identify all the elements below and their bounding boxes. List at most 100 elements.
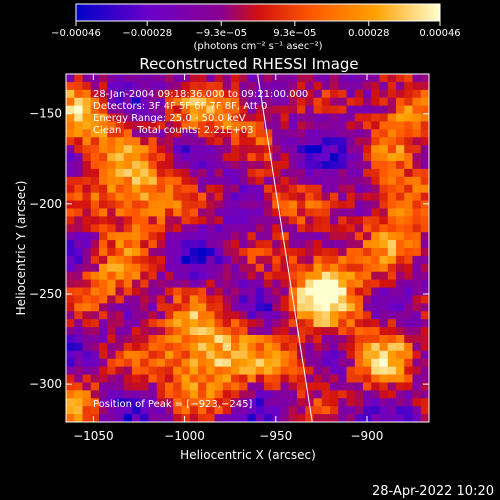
heatmap-cell xyxy=(280,129,290,138)
heatmap-cell xyxy=(132,145,141,154)
heatmap-cell xyxy=(222,192,232,202)
heatmap-cell xyxy=(321,74,331,83)
heatmap-cell xyxy=(280,121,290,130)
heatmap-cell xyxy=(231,200,240,210)
heatmap-cell xyxy=(123,303,133,312)
heatmap-cell xyxy=(313,113,323,123)
heatmap-cell xyxy=(74,390,84,399)
heatmap-cell xyxy=(181,176,191,186)
heatmap-cell xyxy=(66,279,75,289)
heatmap-cell xyxy=(189,145,199,154)
heatmap-cell xyxy=(165,200,174,210)
heatmap-cell xyxy=(313,311,323,320)
heatmap-cell xyxy=(272,176,282,186)
heatmap-cell xyxy=(404,374,414,384)
heatmap-cell xyxy=(74,382,84,391)
heatmap-cell xyxy=(90,153,100,162)
heatmap-cell xyxy=(255,390,265,399)
heatmap-cell xyxy=(99,248,108,257)
heatmap-cell xyxy=(99,374,108,384)
heatmap-cell xyxy=(132,224,141,233)
heatmap-cell xyxy=(165,335,174,344)
heatmap-cell xyxy=(74,414,84,422)
heatmap-cell xyxy=(181,89,191,99)
heatmap-cell xyxy=(231,374,240,384)
heatmap-cell xyxy=(363,295,372,304)
heatmap-cell xyxy=(123,287,133,297)
heatmap-cell xyxy=(123,161,133,170)
heatmap-cell xyxy=(107,350,117,360)
heatmap-cell xyxy=(82,263,92,273)
heatmap-cell xyxy=(363,327,372,336)
heatmap-cell xyxy=(247,287,257,297)
heatmap-cell xyxy=(338,350,348,360)
heatmap-cell xyxy=(173,327,183,336)
heatmap-cell xyxy=(189,161,199,170)
heatmap-cell xyxy=(255,374,265,384)
heatmap-cell xyxy=(264,374,273,384)
heatmap-cell xyxy=(297,137,306,146)
annotation-detectors: Detectors: 3F 4F 5F 6F 7F 8F, Att 0 xyxy=(93,101,267,112)
heatmap-cell xyxy=(123,279,133,289)
heatmap-cell xyxy=(264,342,273,352)
heatmap-cell xyxy=(297,113,306,123)
heatmap-cell xyxy=(288,200,298,210)
heatmap-cell xyxy=(90,414,100,422)
heatmap-cell xyxy=(231,248,240,257)
heatmap-cell xyxy=(189,105,199,115)
heatmap-cell xyxy=(140,382,150,391)
heatmap-cell xyxy=(280,137,290,146)
heatmap-cell xyxy=(231,74,240,83)
heatmap-cell xyxy=(371,105,381,115)
heatmap-cell xyxy=(132,366,141,376)
heatmap-cell xyxy=(396,168,405,178)
heatmap-cell xyxy=(346,176,356,186)
heatmap-cell xyxy=(107,295,117,304)
heatmap-cell xyxy=(288,248,298,257)
heatmap-cell xyxy=(165,240,174,249)
heatmap-cell xyxy=(107,208,117,217)
heatmap-cell xyxy=(297,105,306,115)
heatmap-cell xyxy=(321,137,331,146)
heatmap-cell xyxy=(231,176,240,186)
heatmap-cell xyxy=(132,208,141,217)
heatmap-cell xyxy=(420,342,429,352)
heatmap-cell xyxy=(214,89,224,99)
heatmap-cell xyxy=(156,184,166,194)
heatmap-cell xyxy=(255,129,265,138)
heatmap-cell xyxy=(148,303,158,312)
heatmap-cell xyxy=(74,137,84,146)
heatmap-cell xyxy=(156,161,166,170)
heatmap-cell xyxy=(272,382,282,391)
heatmap-cell xyxy=(222,319,232,328)
heatmap-cell xyxy=(379,311,389,320)
heatmap-cell xyxy=(90,319,100,328)
heatmap-cell xyxy=(338,335,348,344)
heatmap-cell xyxy=(387,137,397,146)
heatmap-cell xyxy=(222,74,232,83)
heatmap-cell xyxy=(148,153,158,162)
heatmap-cell xyxy=(363,153,372,162)
heatmap-cell xyxy=(123,153,133,162)
heatmap-cell xyxy=(247,414,257,422)
heatmap-cell xyxy=(90,382,100,391)
heatmap-cell xyxy=(222,382,232,391)
heatmap-cell xyxy=(214,74,224,83)
heatmap-cell xyxy=(330,129,339,138)
heatmap-cell xyxy=(346,89,356,99)
heatmap-cell xyxy=(420,279,429,289)
heatmap-cell xyxy=(272,406,282,415)
heatmap-cell xyxy=(140,303,150,312)
heatmap-cell xyxy=(313,295,323,304)
heatmap-cell xyxy=(189,232,199,241)
heatmap-cell xyxy=(181,121,191,130)
heatmap-cell xyxy=(396,390,405,399)
heatmap-cell xyxy=(387,105,397,115)
heatmap-cell xyxy=(181,255,191,265)
heatmap-cell xyxy=(288,145,298,154)
heatmap-cell xyxy=(412,81,422,91)
heatmap-cell xyxy=(280,161,290,170)
heatmap-cell xyxy=(231,398,240,407)
heatmap-cell xyxy=(330,319,339,328)
heatmap-cell xyxy=(239,350,249,360)
